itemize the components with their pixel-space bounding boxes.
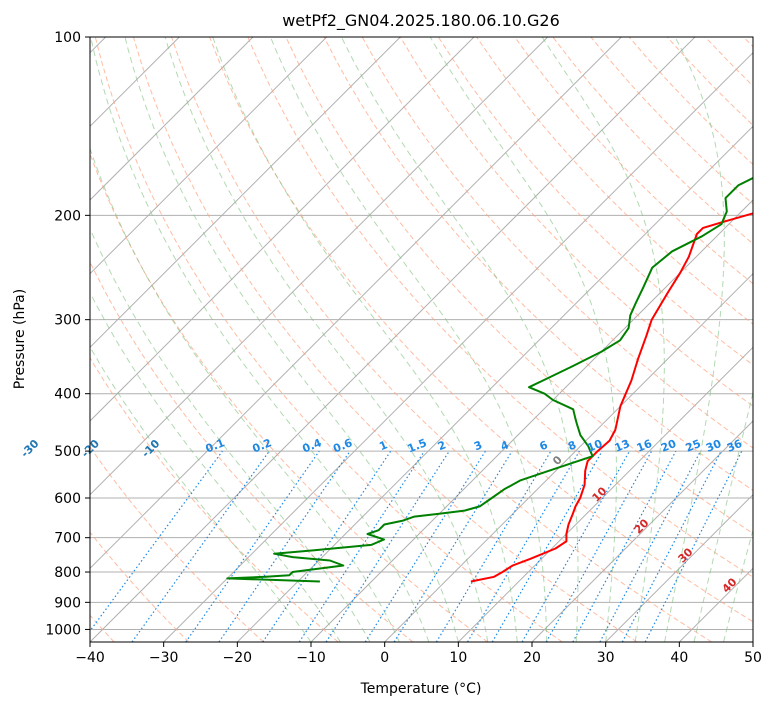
x-tick-label: 50: [744, 650, 762, 666]
y-tick-label: 900: [54, 595, 81, 611]
x-tick-label: 10: [449, 650, 467, 666]
x-tick-label: −10: [296, 650, 326, 666]
y-axis-label: Pressure (hPa): [12, 289, 28, 389]
y-tick-label: 400: [54, 387, 81, 403]
y-tick-label: 200: [54, 208, 81, 224]
y-tick-label: 500: [54, 444, 81, 460]
x-tick-label: 20: [523, 650, 541, 666]
x-tick-label: 0: [380, 650, 389, 666]
y-tick-label: 800: [54, 565, 81, 581]
x-tick-label: −40: [75, 650, 105, 666]
y-tick-label: 100: [54, 30, 81, 46]
x-tick-label: 40: [670, 650, 688, 666]
y-tick-label: 1000: [45, 622, 81, 638]
x-tick-label: −30: [149, 650, 179, 666]
x-axis-label: Temperature (°C): [360, 681, 482, 697]
y-tick-label: 600: [54, 491, 81, 507]
x-tick-label: 30: [597, 650, 615, 666]
y-tick-label: 700: [54, 531, 81, 547]
x-tick-label: −20: [223, 650, 253, 666]
y-tick-label: 300: [54, 313, 81, 329]
chart-title: wetPf2_GN04.2025.180.06.10.G26: [282, 11, 560, 31]
